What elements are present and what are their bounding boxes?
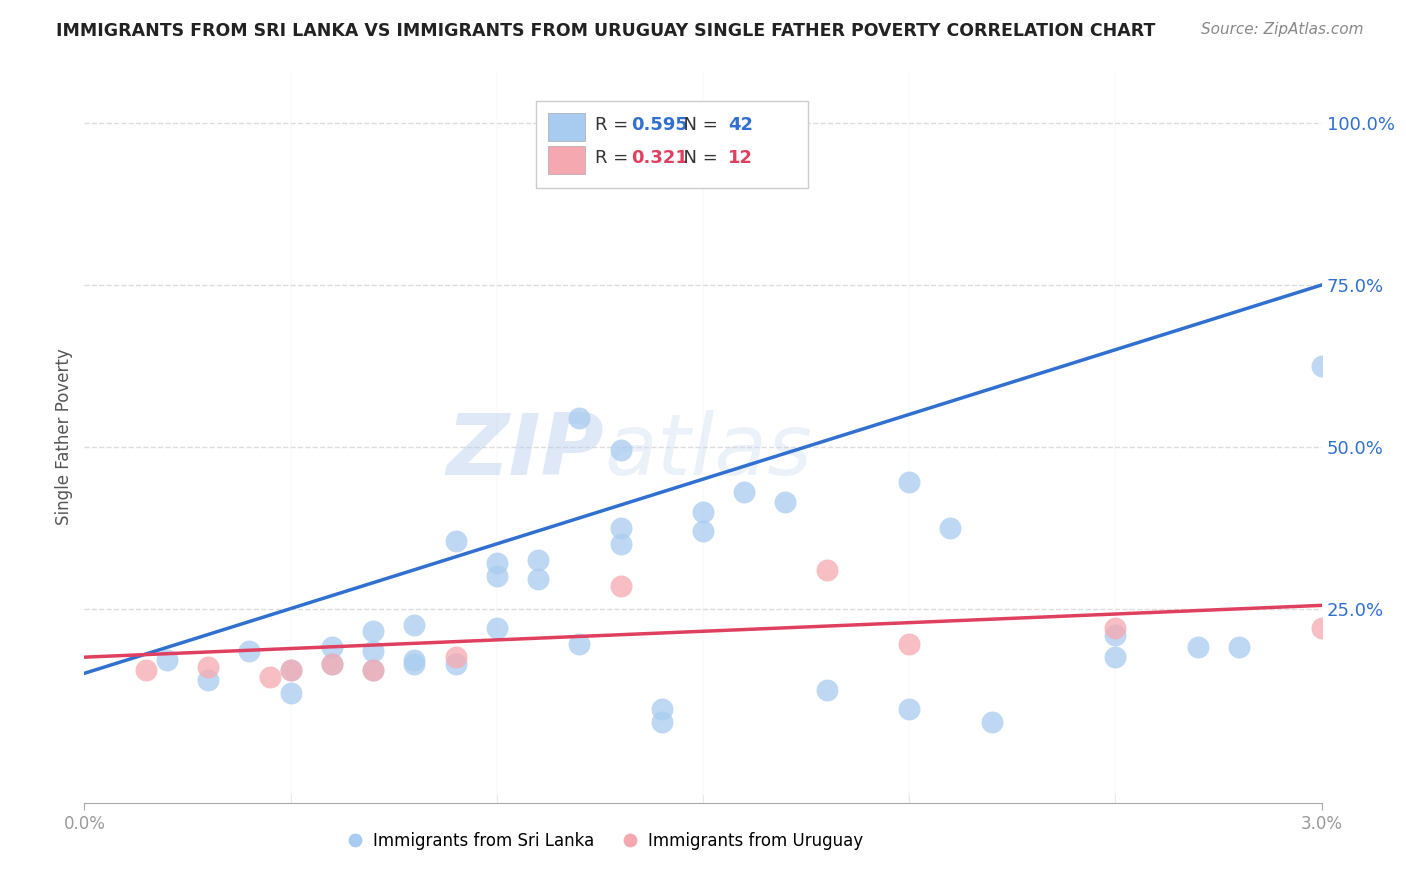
Point [527,553,550,567]
Point [444,657,467,671]
Point [692,524,714,538]
Point [609,443,631,458]
Text: 0.595: 0.595 [631,116,688,134]
Point [1227,640,1250,655]
Point [444,650,467,665]
Point [404,617,426,632]
Point [321,657,343,671]
Point [1393,116,1406,130]
Point [568,637,591,651]
Point [692,504,714,518]
Point [939,521,962,535]
Point [898,475,921,490]
Point [1187,640,1209,655]
Text: IMMIGRANTS FROM SRI LANKA VS IMMIGRANTS FROM URUGUAY SINGLE FATHER POVERTY CORRE: IMMIGRANTS FROM SRI LANKA VS IMMIGRANTS … [56,22,1156,40]
Point [1310,621,1333,635]
Point [1104,627,1126,641]
Point [280,686,302,700]
Point [361,663,384,677]
Point [1104,621,1126,635]
Point [527,573,550,587]
Point [485,557,508,571]
Text: 12: 12 [728,149,752,167]
Point [156,653,179,667]
Point [609,537,631,551]
Point [361,624,384,639]
Point [197,660,219,674]
Point [980,714,1002,729]
Point [815,563,838,577]
Point [321,640,343,655]
Point [651,714,673,729]
Text: R =: R = [595,149,634,167]
Point [361,663,384,677]
FancyBboxPatch shape [536,101,808,188]
Point [733,485,755,500]
Point [651,702,673,716]
Point [898,637,921,651]
Point [1104,650,1126,665]
Legend: Immigrants from Sri Lanka, Immigrants from Uruguay: Immigrants from Sri Lanka, Immigrants fr… [339,825,870,856]
Text: 42: 42 [728,116,752,134]
Point [568,410,591,425]
Point [321,657,343,671]
Point [361,643,384,657]
Point [775,495,797,509]
Point [1310,359,1333,373]
Point [609,579,631,593]
Text: ZIP: ZIP [446,410,605,493]
FancyBboxPatch shape [548,113,585,141]
Point [485,621,508,635]
Point [485,569,508,583]
Point [238,643,260,657]
Point [444,533,467,548]
Point [404,653,426,667]
Point [135,663,157,677]
Point [404,657,426,671]
Text: 0.321: 0.321 [631,149,688,167]
Point [609,521,631,535]
Point [898,702,921,716]
Point [280,663,302,677]
Point [280,663,302,677]
Text: N =: N = [672,116,724,134]
Text: atlas: atlas [605,410,813,493]
Point [197,673,219,687]
Y-axis label: Single Father Poverty: Single Father Poverty [55,349,73,525]
Text: R =: R = [595,116,634,134]
Text: N =: N = [672,149,724,167]
Point [815,682,838,697]
Text: Source: ZipAtlas.com: Source: ZipAtlas.com [1201,22,1364,37]
Point [259,669,281,683]
FancyBboxPatch shape [548,146,585,174]
